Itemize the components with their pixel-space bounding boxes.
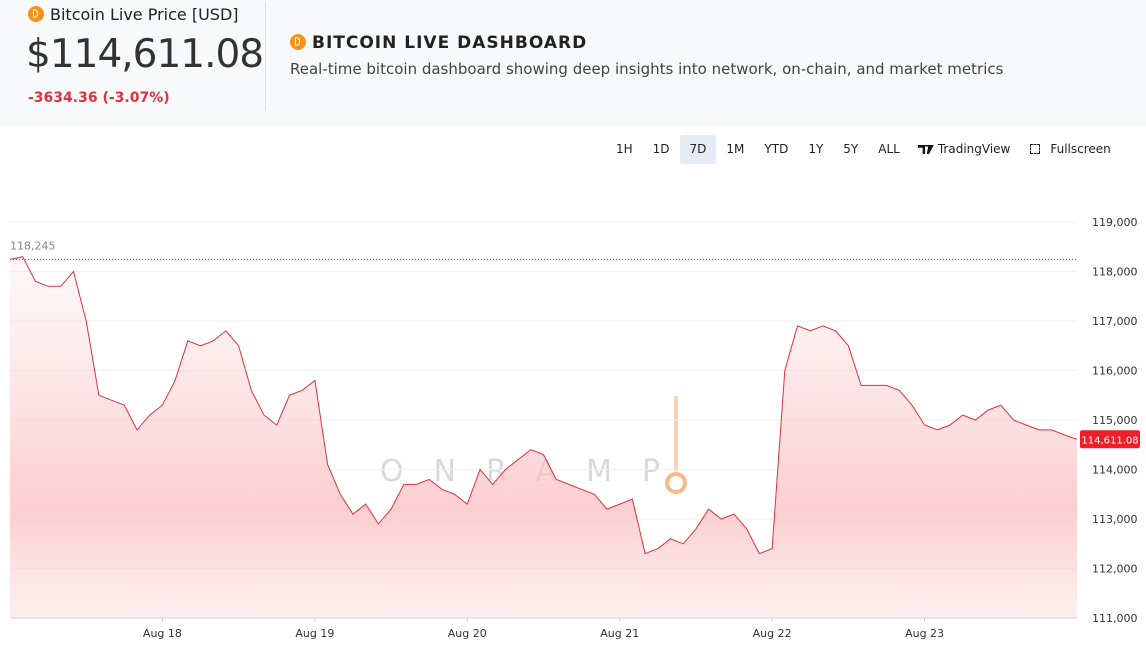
dashboard-subtitle: Real-time bitcoin dashboard showing deep… bbox=[290, 60, 1004, 78]
y-tick-label: 112,000 bbox=[1092, 563, 1138, 576]
y-tick-label: 116,000 bbox=[1092, 365, 1138, 378]
price-label: Bitcoin Live Price [USD] bbox=[50, 5, 239, 24]
x-tick-label: Aug 21 bbox=[600, 627, 639, 640]
price-line bbox=[9, 256, 1078, 555]
fullscreen-button[interactable]: Fullscreen bbox=[1020, 135, 1120, 164]
fullscreen-icon bbox=[1030, 144, 1041, 154]
watermark-logo bbox=[665, 472, 687, 494]
y-tick-label: 117,000 bbox=[1092, 315, 1138, 328]
y-tick-label: 113,000 bbox=[1092, 513, 1138, 526]
header: Bitcoin Live Price [USD] $114,611.08 -36… bbox=[0, 0, 1146, 126]
divider bbox=[265, 2, 266, 111]
price: $114,611.08 bbox=[26, 32, 264, 77]
range-button[interactable]: 5Y bbox=[843, 142, 859, 156]
range-button[interactable]: YTD bbox=[764, 142, 789, 156]
last-price-tag bbox=[1080, 430, 1140, 449]
tradingview-button[interactable]: TradingView bbox=[910, 135, 1021, 164]
y-tick-label: 111,000 bbox=[1092, 612, 1138, 625]
y-tick-label: 115,000 bbox=[1092, 414, 1138, 427]
x-tick-label: Aug 23 bbox=[905, 627, 944, 640]
y-tick-label: 119,000 bbox=[1092, 216, 1138, 229]
range-button[interactable]: 1H bbox=[616, 142, 633, 156]
range-button[interactable]: 1D bbox=[652, 142, 670, 156]
range-button[interactable]: 1M bbox=[726, 142, 745, 156]
x-tick-label: Aug 19 bbox=[295, 627, 334, 640]
bitcoin-icon bbox=[290, 34, 306, 50]
reference-label: 118,245 bbox=[10, 239, 56, 252]
x-tick-label: Aug 22 bbox=[753, 627, 792, 640]
price-area bbox=[10, 256, 1077, 618]
dashboard-title: BITCOIN LIVE DASHBOARD bbox=[312, 33, 588, 53]
price-change: -3634.36 (-3.07%) bbox=[28, 90, 170, 106]
y-tick-label: 114,000 bbox=[1092, 464, 1138, 477]
range-button[interactable]: 1Y bbox=[808, 142, 824, 156]
range-button[interactable]: 7D bbox=[679, 135, 717, 164]
chart: ONRAMP 111,000112,000113,000114,000115,0… bbox=[9, 216, 1140, 640]
price-label-row: Bitcoin Live Price [USD] bbox=[28, 5, 239, 24]
title-row: BITCOIN LIVE DASHBOARD bbox=[290, 33, 587, 53]
bitcoin-icon bbox=[28, 6, 44, 22]
y-tick-label: 118,000 bbox=[1092, 266, 1138, 279]
x-tick-label: Aug 20 bbox=[448, 627, 487, 640]
last-price-label: 114,611.08 bbox=[1081, 435, 1138, 446]
x-tick-label: Aug 18 bbox=[143, 627, 182, 640]
range-button[interactable]: ALL bbox=[878, 142, 900, 156]
toolbar: 1H 1D 7D 1M YTD 1Y 5Y ALL TradingView Fullscreen bbox=[606, 135, 1121, 164]
